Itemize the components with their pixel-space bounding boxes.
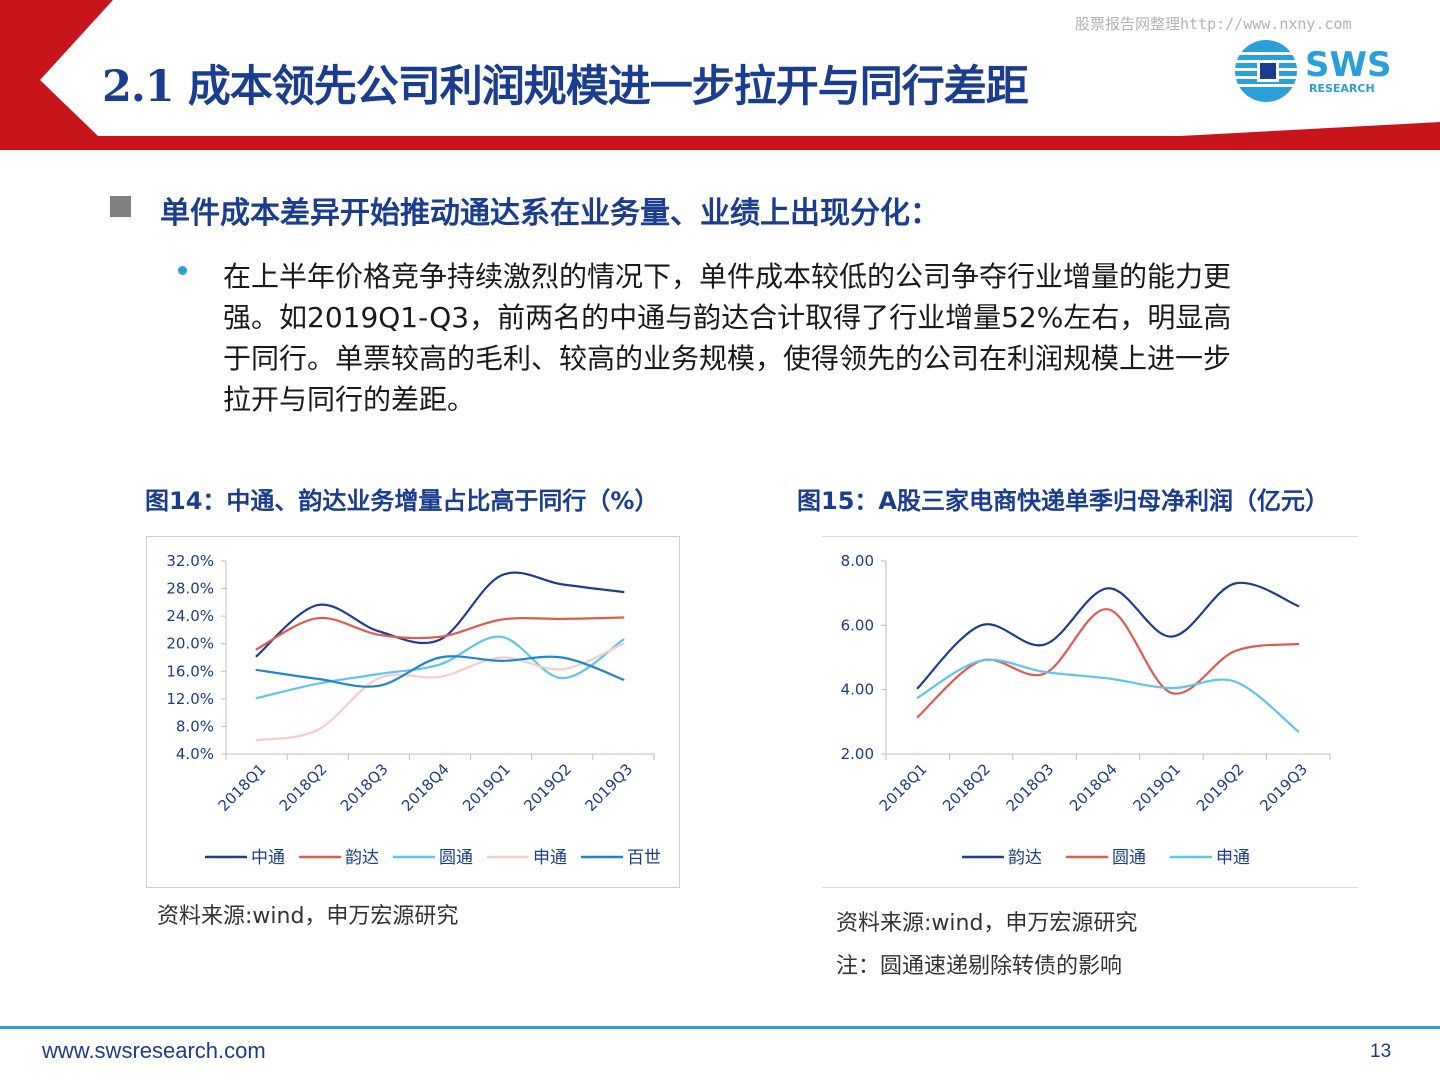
y-tick-label: 6.00 bbox=[841, 616, 874, 634]
header-banner bbox=[0, 0, 1440, 150]
legend-label: 中通 bbox=[251, 848, 285, 868]
y-tick-label: 8.0% bbox=[176, 717, 214, 735]
page-title: 2.1 成本领先公司利润规模进一步拉开与同行差距 bbox=[102, 62, 1029, 112]
footer-divider bbox=[0, 1026, 1440, 1029]
body-line: 于同行。单票较高的毛利、较高的业务规模，使得领先的公司在利润规模上进一步 bbox=[223, 342, 1232, 375]
legend-label: 百世 bbox=[627, 848, 661, 868]
figure14-title: 图14：中通、韵达业务增量占比高于同行（%） bbox=[145, 487, 659, 515]
legend-label: 韵达 bbox=[345, 848, 379, 868]
series-line-韵达 bbox=[916, 581, 1300, 690]
x-tick-label: 2018Q3 bbox=[1003, 760, 1058, 815]
body-line: 强。如2019Q1-Q3，前两名的中通与韵达合计取得了行业增量52%左右，明显高 bbox=[223, 301, 1232, 334]
watermark: 股票报告网整理http://www.nxny.com bbox=[1075, 15, 1352, 33]
figure15-title: 图15：A股三家电商快递单季归母净利润（亿元） bbox=[797, 487, 1329, 515]
x-tick-label: 2018Q2 bbox=[276, 760, 331, 815]
legend-label: 申通 bbox=[533, 848, 567, 868]
sws-logo: SWS RESEARCH bbox=[1235, 40, 1391, 102]
y-tick-label: 8.00 bbox=[841, 552, 874, 570]
main-heading: 单件成本差异开始推动通达系在业务量、业绩上出现分化： bbox=[160, 196, 940, 231]
footer-url: www.swsresearch.com bbox=[42, 1038, 266, 1063]
x-tick-label: 2019Q2 bbox=[520, 760, 575, 815]
x-tick-label: 2018Q4 bbox=[398, 760, 453, 815]
series-line-中通 bbox=[255, 571, 625, 658]
chart-border bbox=[146, 536, 680, 888]
body-paragraph: 在上半年价格竞争持续激烈的情况下，单件成本较低的公司争夺行业增量的能力更 强。如… bbox=[223, 256, 1393, 420]
y-tick-label: 24.0% bbox=[166, 607, 214, 625]
series-line-申通 bbox=[916, 658, 1300, 733]
y-tick-label: 16.0% bbox=[166, 662, 214, 680]
legend-label: 韵达 bbox=[1008, 848, 1042, 868]
y-tick-label: 4.0% bbox=[176, 745, 214, 763]
x-tick-label: 2018Q3 bbox=[337, 760, 392, 815]
y-tick-label: 28.0% bbox=[166, 580, 214, 598]
logo-subtext: RESEARCH bbox=[1309, 82, 1375, 95]
figure14-source: 资料来源:wind，申万宏源研究 bbox=[157, 904, 459, 929]
page-number: 13 bbox=[1370, 1041, 1392, 1062]
x-tick-label: 2018Q1 bbox=[876, 760, 931, 815]
series-line-韵达 bbox=[255, 616, 625, 651]
y-tick-label: 32.0% bbox=[166, 552, 214, 570]
series-line-申通 bbox=[255, 642, 625, 742]
y-tick-label: 4.00 bbox=[841, 681, 874, 699]
series-line-百世 bbox=[255, 655, 625, 688]
x-tick-label: 2019Q1 bbox=[459, 760, 514, 815]
legend-label: 圆通 bbox=[439, 848, 473, 868]
x-tick-label: 2019Q2 bbox=[1193, 760, 1248, 815]
x-tick-label: 2019Q3 bbox=[581, 760, 636, 815]
y-tick-label: 2.00 bbox=[841, 745, 874, 763]
legend-label: 申通 bbox=[1216, 848, 1250, 868]
chart-figure14: 32.0%28.0%24.0%20.0%16.0%12.0%8.0%4.0%20… bbox=[146, 536, 680, 888]
x-tick-label: 2018Q4 bbox=[1066, 760, 1121, 815]
x-tick-label: 2019Q3 bbox=[1256, 760, 1311, 815]
series-line-圆通 bbox=[255, 635, 625, 700]
square-bullet-icon bbox=[110, 196, 131, 217]
body-line: 在上半年价格竞争持续激烈的情况下，单件成本较低的公司争夺行业增量的能力更 bbox=[223, 260, 1232, 293]
y-tick-label: 12.0% bbox=[166, 690, 214, 708]
x-tick-label: 2018Q1 bbox=[215, 760, 270, 815]
figure15-note: 注：圆通速递剔除转债的影响 bbox=[836, 954, 1123, 979]
figure15-source: 资料来源:wind，申万宏源研究 bbox=[836, 911, 1138, 936]
x-tick-label: 2018Q2 bbox=[939, 760, 994, 815]
y-tick-label: 20.0% bbox=[166, 635, 214, 653]
dot-bullet-icon bbox=[178, 266, 187, 275]
legend-label: 圆通 bbox=[1112, 848, 1146, 868]
logo-text: SWS bbox=[1305, 45, 1391, 85]
x-tick-label: 2019Q1 bbox=[1129, 760, 1184, 815]
body-line: 拉开与同行的差距。 bbox=[223, 383, 476, 416]
